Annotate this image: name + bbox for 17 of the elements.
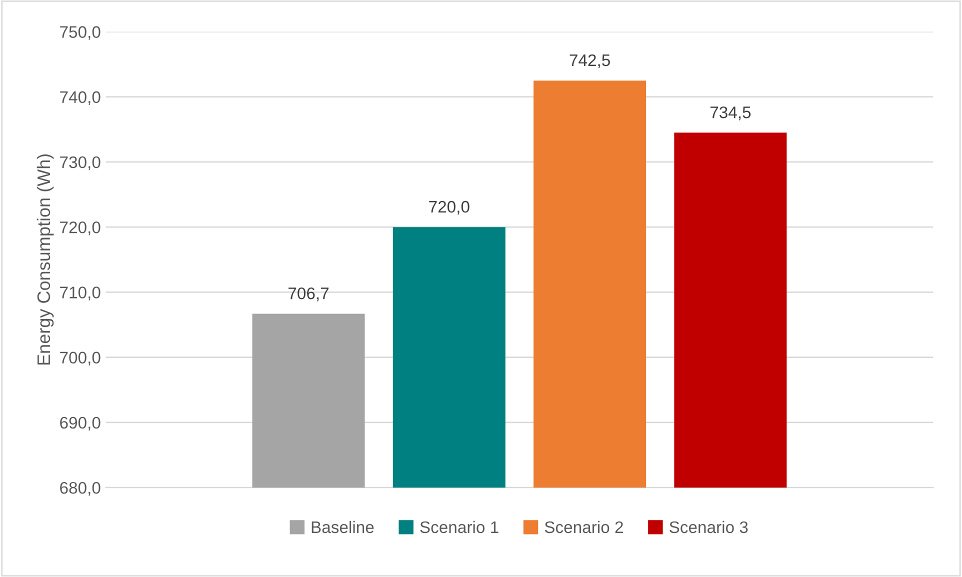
y-tick-label: 700,0 xyxy=(60,352,100,366)
y-tick-label: 740,0 xyxy=(60,91,100,106)
data-label: 706,7 xyxy=(288,287,329,302)
data-label: 734,5 xyxy=(710,106,751,120)
y-tick-label: 720,0 xyxy=(60,221,100,236)
y-tick-label: 690,0 xyxy=(60,416,100,431)
data-label: 720,0 xyxy=(429,200,470,215)
legend-label: Scenario 2 xyxy=(544,520,623,534)
data-label: 742,5 xyxy=(570,54,610,68)
legend-label: Scenario 3 xyxy=(670,520,748,534)
y-axis-title: Energy Consumption (Wh) xyxy=(36,154,54,365)
y-tick-label: 730,0 xyxy=(60,156,100,170)
legend-label: Baseline xyxy=(312,520,374,534)
y-tick-label: 710,0 xyxy=(60,286,100,300)
y-tick-label: 680,0 xyxy=(60,482,100,496)
y-tick-label: 750,0 xyxy=(60,26,100,40)
legend-label: Scenario 1 xyxy=(420,520,498,534)
